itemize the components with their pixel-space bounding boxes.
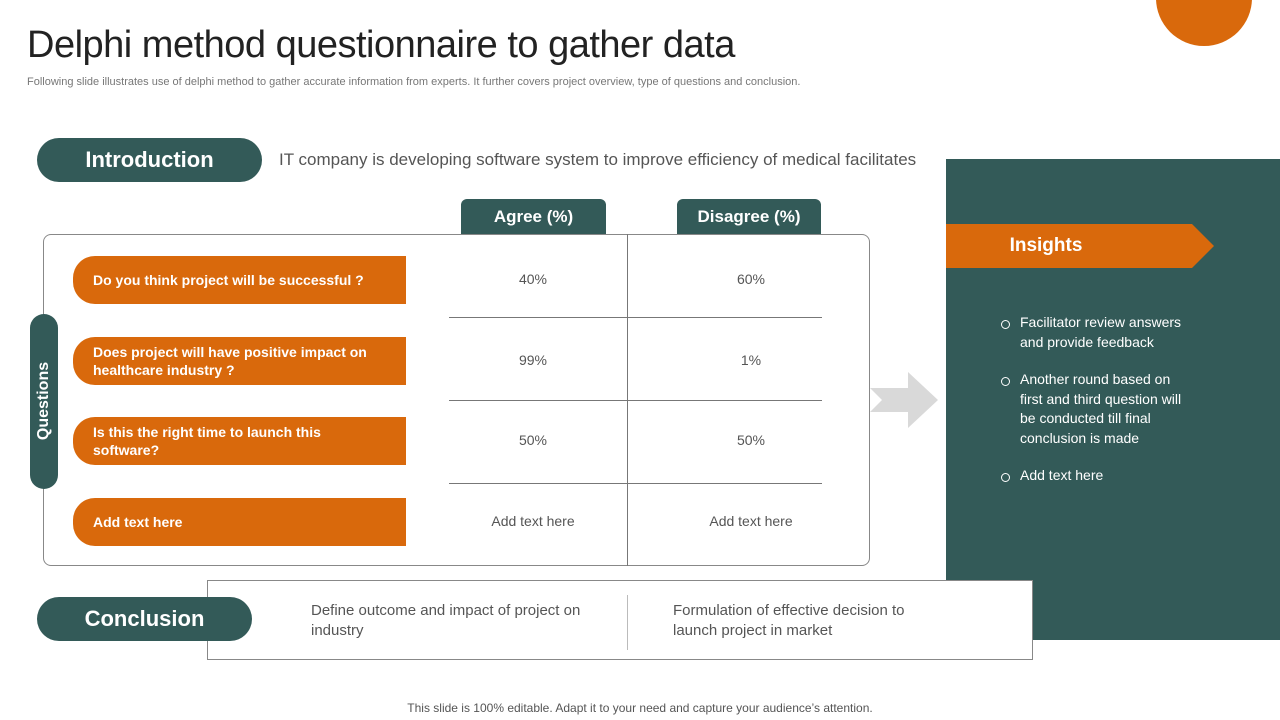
question-text: Is this the right time to launch this so… — [93, 424, 321, 458]
agree-value: 99% — [518, 352, 548, 368]
table-header: Disagree (%) — [677, 199, 821, 235]
intro-text: IT company is developing software system… — [279, 150, 917, 169]
question-text: Does project will have positive impact o… — [93, 344, 367, 378]
title: Delphi method questionnaire to gather da… — [27, 24, 735, 66]
disagree-value: Add text here — [709, 513, 793, 529]
bullet — [1001, 320, 1010, 329]
intro-label: Introduction — [37, 138, 262, 182]
insight-text: Facilitator review answers and provide f… — [1020, 314, 1182, 350]
question: Add text here — [73, 498, 406, 546]
divider — [627, 595, 628, 650]
decor-circle — [1156, 0, 1252, 46]
question-text: Add text here — [93, 514, 183, 530]
insights-title: Insights — [1009, 235, 1083, 256]
conclusion-box — [207, 580, 1033, 660]
insight-text: Add text here — [1020, 467, 1104, 483]
question: Does project will have positive impact o… — [73, 337, 406, 385]
table-header: Agree (%) — [461, 199, 606, 235]
subtitle: Following slide illustrates use of delph… — [27, 76, 801, 88]
arrow — [870, 372, 938, 428]
row-line — [449, 483, 822, 484]
footer: This slide is 100% editable. Adapt it to… — [407, 701, 873, 715]
bullet — [1001, 473, 1010, 482]
disagree-value: 60% — [736, 271, 766, 287]
insight-text: Another round based on first and third q… — [1020, 371, 1182, 446]
disagree-value: 1% — [740, 352, 762, 368]
conclusion-text: Formulation of effective decision to lau… — [673, 602, 905, 639]
agree-value: Add text here — [491, 513, 575, 529]
question: Do you think project will be successful … — [73, 256, 406, 304]
bullet — [1001, 377, 1010, 386]
agree-value: 40% — [518, 271, 548, 287]
question: Is this the right time to launch this so… — [73, 417, 406, 465]
disagree-value: 50% — [736, 432, 766, 448]
questions-label: Questions — [35, 361, 52, 441]
question-text: Do you think project will be successful … — [93, 272, 364, 288]
agree-value: 50% — [518, 432, 548, 448]
conclusion-label: Conclusion — [37, 597, 252, 641]
row-line — [449, 317, 822, 318]
row-line — [449, 400, 822, 401]
conclusion-text: Define outcome and impact of project on … — [311, 602, 581, 639]
insights-banner — [946, 224, 1214, 268]
questions-pill — [30, 314, 58, 489]
